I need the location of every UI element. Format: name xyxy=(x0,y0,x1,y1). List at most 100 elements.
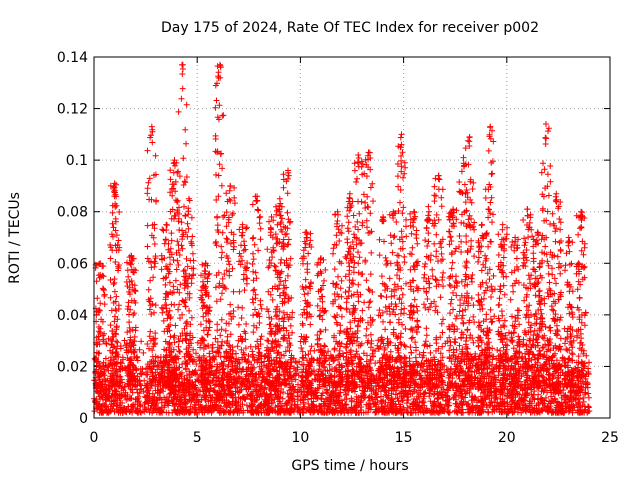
data-point xyxy=(190,346,197,353)
data-point xyxy=(178,95,185,102)
data-point xyxy=(219,338,226,345)
data-point xyxy=(304,385,311,392)
data-point xyxy=(197,321,204,328)
data-point xyxy=(321,398,328,405)
data-point xyxy=(110,281,117,288)
data-point xyxy=(348,395,355,402)
data-point xyxy=(585,390,592,397)
data-point xyxy=(264,246,271,253)
data-point xyxy=(215,172,222,179)
data-point xyxy=(472,350,479,357)
data-point xyxy=(286,405,293,412)
data-point xyxy=(360,350,367,357)
data-point xyxy=(277,278,284,285)
data-point xyxy=(193,361,200,367)
data-point xyxy=(182,392,189,399)
data-point xyxy=(250,256,257,263)
data-point xyxy=(528,391,535,398)
data-point xyxy=(383,392,390,399)
data-point xyxy=(353,402,360,409)
data-point xyxy=(284,209,291,216)
data-point xyxy=(269,254,276,261)
data-point xyxy=(193,350,199,357)
data-point xyxy=(417,364,424,371)
data-point xyxy=(325,348,332,355)
data-point xyxy=(414,389,420,396)
data-point xyxy=(413,395,420,402)
data-point xyxy=(236,258,243,265)
data-point xyxy=(197,344,204,351)
data-point xyxy=(223,320,230,327)
data-point xyxy=(258,333,265,340)
data-point xyxy=(526,398,533,405)
data-point xyxy=(381,387,388,394)
data-point xyxy=(308,343,315,350)
data-point xyxy=(258,305,265,312)
data-point xyxy=(179,245,186,252)
data-point xyxy=(295,386,301,393)
data-point xyxy=(100,400,107,407)
data-point xyxy=(240,247,247,254)
data-point xyxy=(170,283,177,290)
data-point xyxy=(119,379,126,386)
data-point xyxy=(182,320,189,327)
data-point xyxy=(142,399,149,406)
data-point xyxy=(94,295,101,302)
data-point xyxy=(469,356,476,363)
data-point xyxy=(447,366,454,373)
data-point xyxy=(177,281,184,288)
data-point xyxy=(287,322,294,329)
data-point xyxy=(446,347,453,354)
data-point xyxy=(166,399,172,406)
data-point xyxy=(209,341,216,348)
data-point xyxy=(212,335,219,342)
data-point xyxy=(107,294,114,301)
data-point xyxy=(559,354,566,361)
data-point xyxy=(129,409,136,416)
data-point xyxy=(186,307,193,314)
data-point xyxy=(146,345,152,352)
data-point xyxy=(235,304,242,311)
data-point xyxy=(405,397,412,403)
data-point xyxy=(175,108,182,115)
data-point xyxy=(308,355,315,362)
data-point xyxy=(188,280,195,287)
data-point xyxy=(500,344,507,351)
data-point xyxy=(395,349,402,356)
data-point xyxy=(282,231,289,238)
data-point xyxy=(256,320,263,326)
data-point xyxy=(264,337,271,344)
data-point xyxy=(206,318,213,325)
data-point xyxy=(348,404,355,411)
data-point xyxy=(344,387,351,394)
data-point xyxy=(266,409,272,416)
data-point xyxy=(181,267,188,274)
data-point xyxy=(569,407,576,414)
data-point xyxy=(413,360,420,367)
data-point xyxy=(550,408,557,415)
data-point xyxy=(101,293,108,299)
data-point xyxy=(282,407,289,414)
data-point xyxy=(154,362,161,369)
data-point xyxy=(277,220,284,227)
data-point xyxy=(471,369,478,376)
data-point xyxy=(152,152,159,159)
data-point xyxy=(234,343,241,350)
data-point xyxy=(163,221,170,228)
data-point xyxy=(372,399,379,406)
data-point xyxy=(399,397,406,404)
data-point xyxy=(444,392,451,399)
data-point xyxy=(250,250,256,257)
data-point xyxy=(295,393,301,400)
data-point xyxy=(219,229,226,236)
data-point xyxy=(254,206,261,213)
data-point xyxy=(213,97,220,104)
data-point xyxy=(499,408,506,415)
data-point xyxy=(226,391,233,398)
data-point xyxy=(150,336,157,343)
data-point xyxy=(123,396,130,403)
data-point xyxy=(244,407,251,414)
data-point xyxy=(434,388,441,395)
data-point xyxy=(179,71,186,77)
data-point xyxy=(343,349,350,356)
